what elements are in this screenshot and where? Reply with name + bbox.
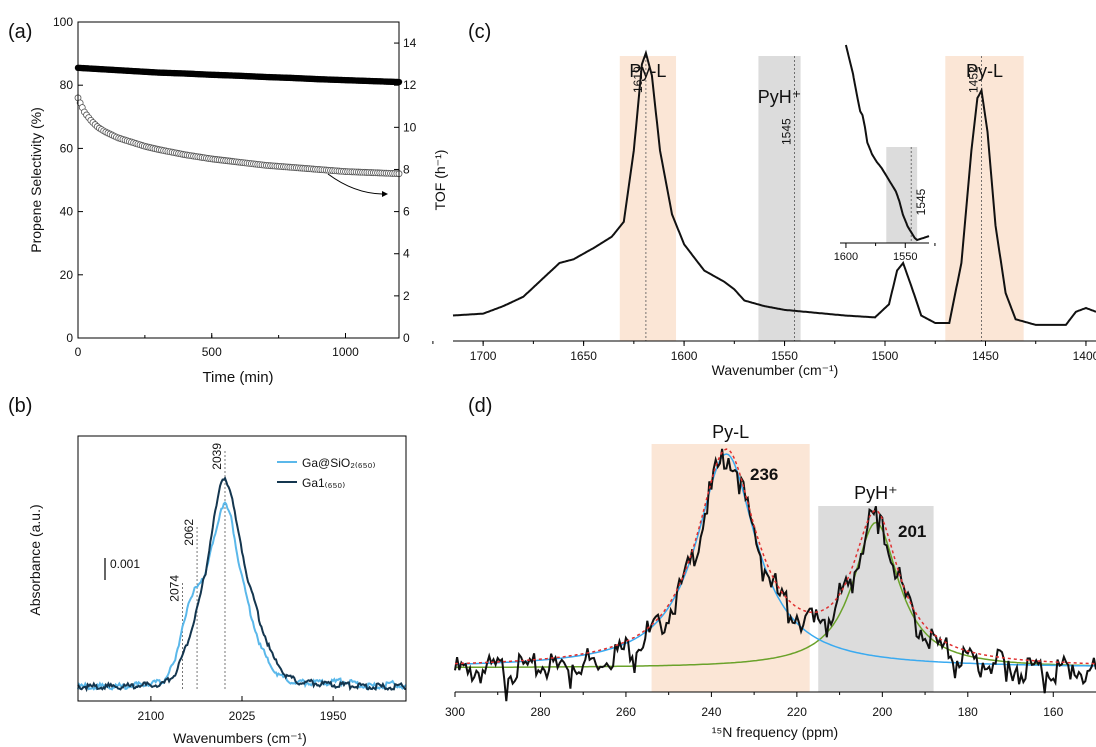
b-peak-label: 2062: [182, 519, 196, 546]
d-band-label: PyH⁺: [854, 483, 898, 503]
a-y2tick-label: 2: [403, 289, 410, 303]
panel-b-label: (b): [8, 395, 32, 417]
c-xtick-label: 1500: [872, 349, 899, 363]
legend-label-ga1: Ga1₍₆₅₀₎: [302, 476, 345, 490]
c-spectrum-line: [452, 49, 1096, 326]
panel-d-label: (d): [468, 395, 492, 417]
a-y2tick-label: 12: [403, 78, 417, 92]
d-xtick-label: 160: [1043, 705, 1063, 719]
c-peak-label: 1452: [966, 66, 980, 93]
a-xtick-label: 1000: [332, 345, 359, 359]
d-band: [651, 444, 810, 692]
panel-a-arrowhead: [382, 191, 388, 197]
panel-a-label: (a): [8, 21, 32, 43]
inset-xtick-label: 1600: [834, 251, 858, 263]
d-xtick-label: 280: [530, 705, 550, 719]
c-peak-label: 1545: [780, 118, 794, 145]
panel-c-xlabel: Wavenumber (cm⁻¹): [712, 362, 839, 378]
ga-sio2-line: [77, 501, 407, 691]
b-xtick-label: 2025: [229, 709, 256, 723]
c-band: [945, 56, 1024, 341]
c-xtick-label: 1400: [1073, 349, 1096, 363]
inset-band: [886, 147, 918, 243]
inset-xtick-label: 1550: [893, 251, 917, 263]
legend-label-ga-sio2: Ga@SiO₂₍₆₅₀₎: [302, 456, 375, 470]
inset-spectrum-line: [844, 44, 930, 242]
c-xtick-label: 1600: [671, 349, 698, 363]
panel-d-xlabel: ¹⁵N frequency (ppm): [712, 724, 838, 740]
c-xtick-label: 1650: [570, 349, 597, 363]
panel-a-y2label: TOF (h⁻¹): [432, 150, 448, 211]
a-y2tick-label: 10: [403, 120, 417, 134]
panel-b-xlabel: Wavenumbers (cm⁻¹): [173, 730, 307, 746]
panel-a-xlabel: Time (min): [202, 369, 273, 386]
inset-peak-label: 1545: [914, 188, 928, 215]
a-y2tick-label: 6: [403, 205, 410, 219]
a-ytick-label: 100: [53, 15, 73, 29]
d-peak-label-201: 201: [898, 522, 926, 541]
panel-a-arrow: [327, 173, 385, 195]
d-fit-sum-line: [454, 448, 1096, 665]
b-xtick-label: 2100: [138, 709, 165, 723]
panel-b-scale-label: 0.001: [110, 557, 140, 571]
b-peak-label: 2074: [167, 575, 181, 602]
d-xtick-label: 240: [701, 705, 721, 719]
a-xtick-label: 0: [75, 345, 82, 359]
d-fit-pyl-line: [455, 453, 1096, 667]
c-band-label: Py-L: [629, 61, 666, 81]
d-xtick-label: 200: [872, 705, 892, 719]
d-spectrum-line: [454, 448, 1096, 702]
c-band: [619, 56, 677, 341]
d-band-label: Py-L: [712, 422, 749, 442]
c-band-label: PyH⁺: [758, 87, 802, 107]
panel-b-ylabel: Absorbance (a.u.): [27, 504, 43, 615]
a-y2tick-label: 0: [403, 331, 410, 345]
d-xtick-label: 260: [616, 705, 636, 719]
a-ytick-label: 40: [60, 205, 74, 219]
a-ytick-label: 80: [60, 78, 74, 92]
d-peak-label-236: 236: [750, 465, 778, 484]
b-xtick-label: 1950: [320, 709, 347, 723]
c-xtick-label: 1700: [470, 349, 497, 363]
ga1-line: [77, 476, 407, 693]
a-y2tick-label: 14: [403, 36, 417, 50]
d-xtick-label: 220: [787, 705, 807, 719]
b-peak-label: 2039: [210, 443, 224, 470]
c-band-label: Py-L: [966, 61, 1003, 81]
a-y2tick-label: 8: [403, 162, 410, 176]
a-ytick-label: 0: [66, 331, 73, 345]
c-xtick-label: 1450: [972, 349, 999, 363]
a-y2tick-label: 4: [403, 247, 410, 261]
tof-series: [74, 94, 403, 178]
a-ytick-label: 20: [60, 268, 74, 282]
d-xtick-label: 300: [445, 705, 465, 719]
panel-c-label: (c): [468, 21, 491, 43]
a-xtick-label: 500: [202, 345, 222, 359]
d-xtick-label: 180: [958, 705, 978, 719]
panel-a-ylabel: Propene Selectivity (%): [28, 107, 44, 253]
c-xtick-label: 1550: [771, 349, 798, 363]
d-fit-pyh-line: [455, 521, 1096, 669]
a-ytick-label: 60: [60, 141, 74, 155]
panel-a-frame: [77, 21, 400, 339]
c-band: [758, 56, 801, 341]
selectivity-series: [74, 64, 403, 86]
